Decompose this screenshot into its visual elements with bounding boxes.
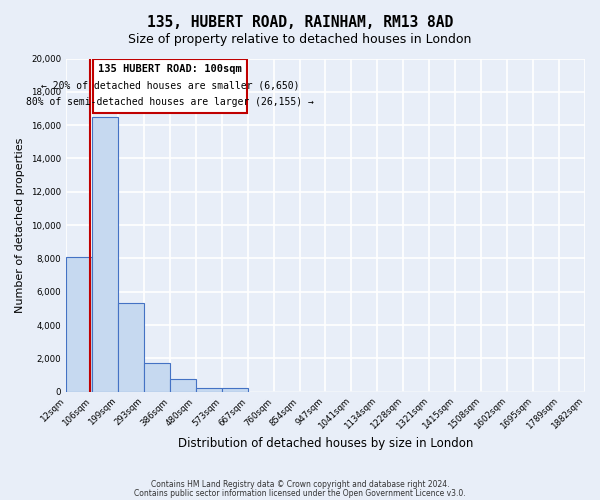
Text: Contains public sector information licensed under the Open Government Licence v3: Contains public sector information licen… [134,490,466,498]
Text: ← 20% of detached houses are smaller (6,650): ← 20% of detached houses are smaller (6,… [41,80,299,90]
Text: 80% of semi-detached houses are larger (26,155) →: 80% of semi-detached houses are larger (… [26,96,314,106]
Text: Contains HM Land Registry data © Crown copyright and database right 2024.: Contains HM Land Registry data © Crown c… [151,480,449,489]
Bar [92,117,118,392]
FancyBboxPatch shape [93,60,247,114]
Bar [118,304,144,392]
Y-axis label: Number of detached properties: Number of detached properties [16,138,25,313]
Bar [170,379,196,392]
Bar [221,388,248,392]
Bar [66,256,92,392]
Bar [144,362,170,392]
Text: Size of property relative to detached houses in London: Size of property relative to detached ho… [128,32,472,46]
X-axis label: Distribution of detached houses by size in London: Distribution of detached houses by size … [178,437,473,450]
Text: 135 HUBERT ROAD: 100sqm: 135 HUBERT ROAD: 100sqm [98,64,242,74]
Bar [196,388,221,392]
Text: 135, HUBERT ROAD, RAINHAM, RM13 8AD: 135, HUBERT ROAD, RAINHAM, RM13 8AD [147,15,453,30]
